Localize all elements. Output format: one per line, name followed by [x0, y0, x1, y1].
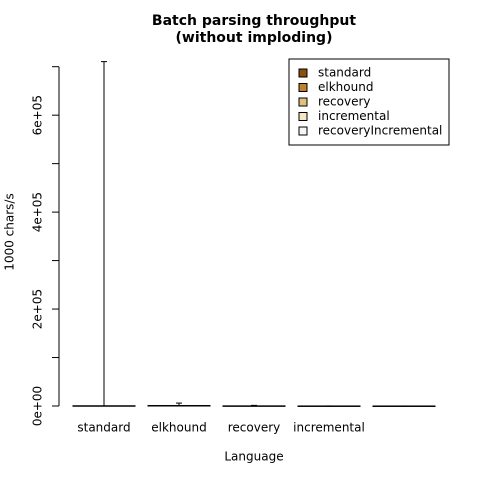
- y-tick-label: 6e+05: [31, 95, 45, 135]
- legend-swatch: [298, 83, 308, 92]
- bar: [222, 405, 286, 407]
- y-tick-label: 2e+05: [31, 289, 45, 329]
- legend-swatch: [298, 112, 308, 121]
- legend-label: standard: [318, 66, 371, 80]
- x-tick-label: recovery: [228, 421, 281, 435]
- legend-label: elkhound: [318, 80, 373, 94]
- error-bar: [176, 402, 182, 406]
- y-axis-label: 1000 chars/s: [3, 193, 17, 270]
- legend-label: recoveryIncremental: [318, 124, 442, 138]
- legend-swatch: [298, 126, 308, 136]
- legend-box: [288, 58, 450, 146]
- legend-label: recovery: [318, 95, 371, 109]
- x-tick-label: incremental: [293, 421, 365, 435]
- chart-title: Batch parsing throughput: [152, 13, 356, 29]
- legend-swatch: [298, 68, 308, 78]
- chart-subtitle: (without imploding): [176, 30, 333, 46]
- x-axis-label: Language: [224, 450, 283, 464]
- bar: [72, 405, 136, 407]
- y-tick-label: 0e+00: [31, 386, 45, 426]
- y-tick-label: 4e+05: [31, 192, 45, 232]
- error-bar: [101, 61, 107, 406]
- legend-label: incremental: [318, 109, 390, 123]
- bar: [147, 405, 211, 407]
- x-tick-label: standard: [77, 421, 130, 435]
- legend-swatch: [298, 97, 308, 107]
- x-tick-label: elkhound: [151, 421, 206, 435]
